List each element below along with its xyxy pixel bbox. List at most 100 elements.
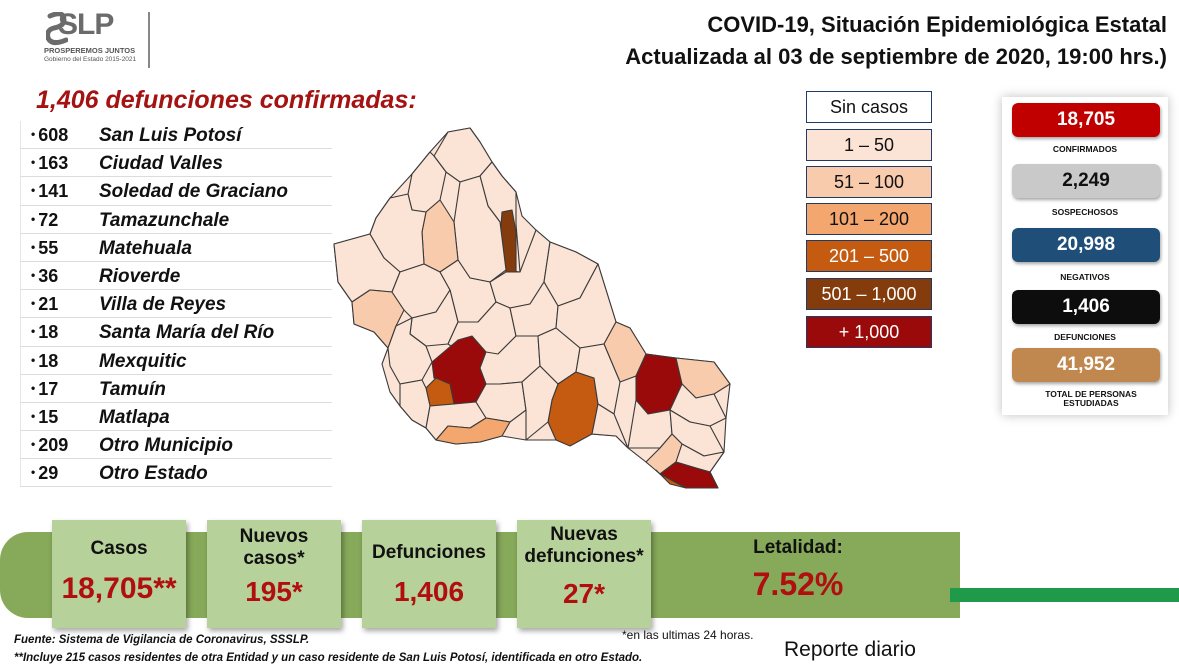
legend-item-51-100: 51 – 100 [806,166,932,198]
map-region [591,403,629,449]
legend-label: Sin casos [829,96,909,117]
tile-label: Defunciones [371,542,487,563]
death-count: 29 [31,463,91,484]
state-map [333,127,731,489]
stats-panel: 18,705 CONFIRMADOS 2,249 SOSPECHOSOS 20,… [1002,97,1168,415]
list-item: 608 San Luis Potosí [20,121,332,150]
stat-value: 20,998 [1056,234,1116,255]
note-24h: *en las ultimas 24 horas. [622,628,754,642]
page-subtitle: Actualizada al 03 de septiembre de 2020,… [625,44,1167,69]
death-count: 163 [31,153,91,174]
summary-tile-nuevos-casos: Nuevos casos* 195* [207,520,341,628]
list-item: 17 Tamuín [20,374,332,403]
stat-total-estudiadas: 41,952 [1012,348,1160,382]
stat-label: CONFIRMADOS [1052,144,1118,154]
letalidad-label: Letalidad: [753,537,843,558]
stat-confirmados: 18,705 [1012,103,1160,137]
summary-tile-nuevas-defunciones: Nuevas defunciones* 27* [517,520,651,628]
list-item: 55 Matehuala [20,233,332,262]
death-count: 17 [31,379,91,400]
report-label: Reporte diario [784,638,916,661]
map-region [387,317,433,385]
legend-label: + 1,000 [838,321,900,342]
logo [40,10,160,70]
legend-label: 101 – 200 [828,208,910,229]
list-item: 36 Rioverde [20,261,332,291]
tile-label: Nuevos casos* [239,526,309,569]
municipality-name: Tamuín [99,378,166,400]
stat-label: SOSPECHOSOS [1051,207,1119,217]
municipality-name: San Luis Potosí [99,125,242,146]
tile-value: 195* [245,576,303,607]
death-count: 15 [31,407,91,428]
stat-value: 1,406 [1062,296,1110,317]
source-note: Fuente: Sistema de Vigilancia de Coronav… [14,634,310,646]
death-count: 36 [31,266,91,287]
legend-label: 201 – 500 [828,245,910,266]
municipality-name: Matlapa [99,406,170,428]
logo-tagline: PROSPEREMOS JUNTOS [44,46,136,55]
map-region [575,343,621,415]
tile-label: Casos [90,538,148,559]
municipality-name: Tamazunchale [99,209,230,231]
stat-label: TOTAL DE PERSONAS ESTUDIADAS [1045,389,1137,408]
list-item: 18 Mexquitic [20,346,332,375]
stat-value: 18,705 [1056,109,1116,130]
legend-item-1-50: 1 – 50 [806,129,932,161]
legend-label: 51 – 100 [833,171,905,192]
page-title: COVID-19, Situación Epidemiológica Estat… [707,12,1167,37]
tile-value: 18,705** [61,572,177,605]
municipality-name: Otro Estado [99,463,208,485]
band-divider [950,588,1179,602]
stat-negativos: 20,998 [1012,228,1160,262]
legend-item-101-200: 101 – 200 [806,203,932,235]
municipality-name: Rioverde [99,265,181,287]
municipality-name: Santa María del Río [99,322,275,344]
slp-logo-icon [46,12,68,46]
death-count: 608 [31,125,91,146]
stat-label: NEGATIVOS [1060,272,1110,282]
municipality-name: Matehuala [99,237,192,259]
map-region [399,379,431,429]
logo-government: Gobierno del Estado 2015-2021 [44,56,137,63]
tile-value: 27* [562,578,606,609]
deaths-heading: 1,406 defunciones confirmadas: [36,86,417,114]
stat-sospechosos: 2,249 [1012,164,1160,198]
tile-label: Nuevas defunciones* [524,524,644,567]
death-count: 18 [31,351,91,372]
tile-value: 1,406 [393,576,465,607]
letalidad-value: 7.52% [752,566,844,602]
municipality-name: Ciudad Valles [99,153,223,175]
stat-value: 2,249 [1062,170,1110,191]
legend-label: 501 – 1,000 [821,283,917,304]
map-region [655,469,687,489]
list-item: 72 Tamazunchale [20,205,332,234]
legend-item-sin-casos: Sin casos [806,91,932,123]
list-item: 21 Villa de Reyes [20,290,332,319]
list-item: 15 Matlapa [20,402,332,432]
summary-tile-defunciones: Defunciones 1,406 [362,520,496,628]
death-count: 21 [31,294,91,315]
municipality-name: Mexquitic [99,350,187,372]
list-item: 163 Ciudad Valles [20,149,332,178]
legend-item-201-500: 201 – 500 [806,240,932,272]
summary-tile-casos: Casos 18,705** [52,520,186,628]
legend-item-plus-1000: + 1,000 [806,316,932,348]
legend-item-501-1000: 501 – 1,000 [806,278,932,310]
legend-label: 1 – 50 [843,134,895,155]
stat-defunciones: 1,406 [1012,290,1160,324]
logo-text: SLP [58,8,114,41]
logo-divider [148,12,150,68]
map-region [435,417,511,445]
death-count: 209 [31,435,91,456]
death-count: 18 [31,322,91,343]
stat-value: 41,952 [1056,354,1116,375]
list-item: 141 Soledad de Graciano [20,177,332,206]
map-region [521,365,559,441]
list-item: 29 Otro Estado [20,459,332,488]
list-item: 18 Santa María del Río [20,318,332,347]
municipality-name: Soledad de Graciano [99,181,288,203]
death-count: 72 [31,210,91,231]
municipality-list: 608 San Luis Potosí 163 Ciudad Valles 141 S… [20,121,332,488]
list-item: 209 Otro Municipio [20,431,332,460]
